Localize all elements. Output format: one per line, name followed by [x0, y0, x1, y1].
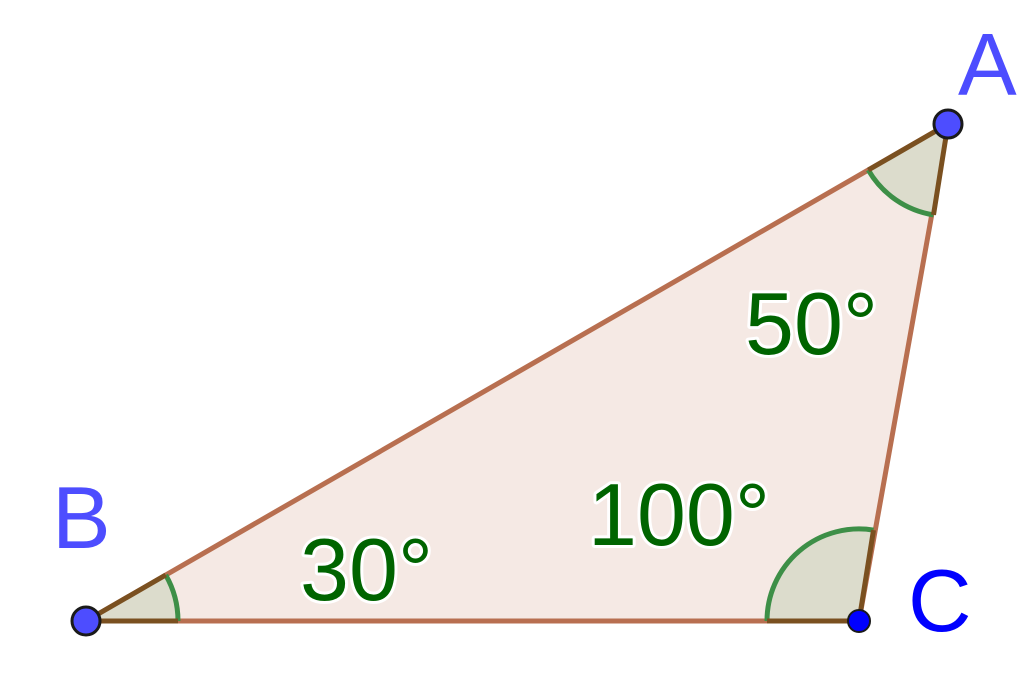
angle-marker-b — [84, 572, 181, 624]
vertex-point-a[interactable] — [932, 108, 964, 140]
vertex-label-a: A — [958, 15, 1017, 114]
vertex-point-b[interactable] — [70, 605, 102, 637]
vertex-point-c[interactable] — [847, 609, 871, 633]
vertex-label-c: C — [908, 551, 972, 650]
angle-arc-c — [764, 526, 874, 622]
angle-arc-b — [163, 573, 181, 622]
triangle-abc — [83, 121, 951, 624]
vertex-label-b: B — [52, 468, 111, 567]
angle-arc-a — [866, 168, 934, 218]
angle-label-a: 50° — [745, 274, 878, 373]
angle-marker-c — [764, 526, 876, 624]
angle-label-c: 100° — [588, 465, 770, 564]
angle-label-b: 30° — [300, 520, 433, 619]
angle-sector-c — [767, 528, 874, 621]
angle-side-c-2 — [856, 529, 876, 622]
